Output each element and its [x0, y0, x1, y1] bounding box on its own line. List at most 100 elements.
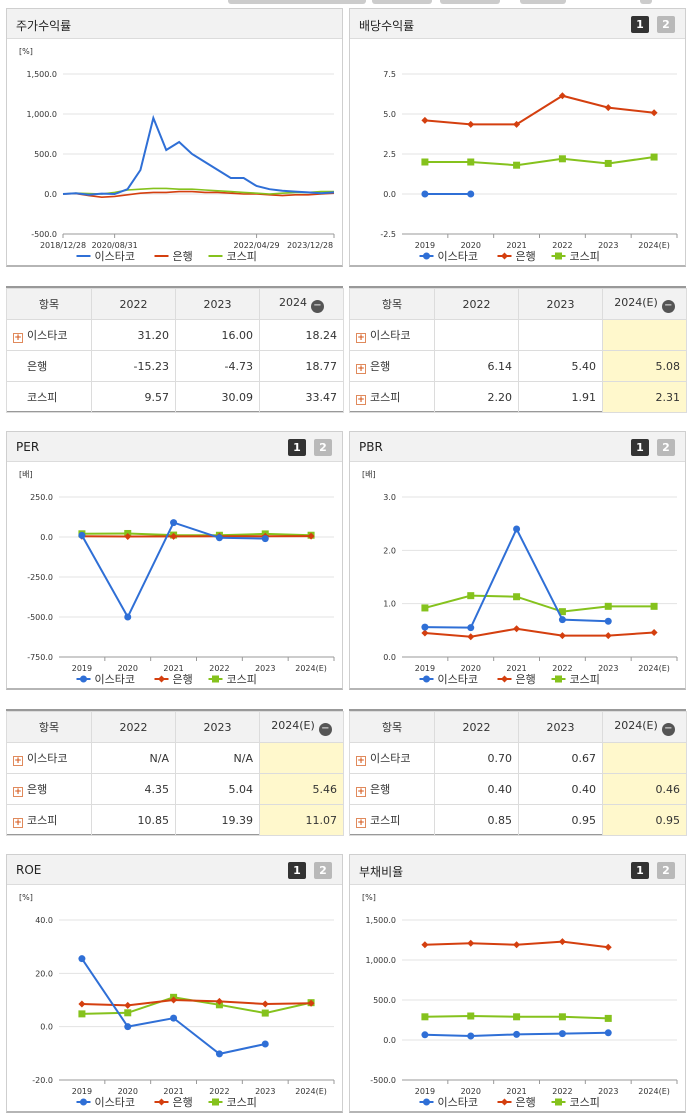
data-point-은행	[513, 625, 521, 633]
unit-label: [%]	[362, 893, 376, 902]
row-name: + 은행	[349, 350, 435, 382]
view-2-button[interactable]: 2	[314, 862, 332, 879]
data-point-코스피	[421, 604, 429, 612]
x-tick-label: 2023	[255, 664, 275, 673]
view-1-button[interactable]: 1	[631, 16, 649, 33]
data-point-이스타코	[513, 525, 521, 533]
y-tick-label: 40.0	[35, 916, 53, 925]
table-cell: 0.40	[434, 773, 519, 805]
view-2-button[interactable]: 2	[657, 16, 675, 33]
y-tick-label: 0.0	[44, 190, 57, 199]
data-point-은행	[650, 628, 658, 636]
legend-label: 코스피	[570, 250, 600, 263]
expand-icon[interactable]: +	[356, 364, 366, 374]
table-cell: 6.14	[434, 350, 519, 382]
panel-header: ROE 1 2	[7, 855, 342, 885]
legend-label: 은행	[516, 250, 536, 263]
data-point-은행	[467, 633, 475, 641]
view-1-button[interactable]: 1	[288, 862, 306, 879]
data-point-은행	[650, 109, 658, 117]
data-point-이스타코	[421, 190, 429, 198]
legend-label: 이스타코	[95, 250, 135, 263]
table-cell: 1.91	[518, 381, 603, 413]
x-tick-label: 2022	[552, 241, 572, 250]
table-cell: 0.46	[602, 773, 687, 805]
y-tick-label: 0.0	[40, 1023, 53, 1032]
table-cell: 0.40	[518, 773, 603, 805]
legend-item: 이스타코	[76, 673, 135, 686]
table-cell: -4.73	[175, 350, 260, 382]
legend-item: 코스피	[208, 1096, 257, 1109]
row-name: + 코스피	[349, 804, 435, 836]
view-2-button[interactable]: 2	[657, 862, 675, 879]
table-cell	[259, 742, 344, 774]
data-point-은행	[261, 1000, 269, 1008]
legend-label: 은행	[173, 250, 193, 263]
legend-item: 이스타코	[419, 250, 478, 263]
data-point-legend	[555, 1098, 562, 1106]
expand-icon[interactable]: +	[13, 756, 23, 766]
data-point-legend	[555, 675, 562, 683]
expand-icon[interactable]: +	[13, 787, 23, 797]
data-point-이스타코	[421, 1031, 429, 1039]
expand-icon[interactable]: +	[356, 756, 366, 766]
table-row: + 은행 4.35 5.04 5.46	[6, 773, 344, 805]
table-cell: 19.39	[175, 804, 260, 836]
x-tick-label: 2024(E)	[295, 664, 327, 673]
view-1-button[interactable]: 1	[631, 439, 649, 456]
top-strip	[0, 0, 691, 6]
row-name: + 은행	[6, 773, 92, 805]
legend-item: 은행	[154, 1096, 193, 1109]
collapse-icon[interactable]: −	[311, 299, 324, 313]
x-tick-label: 2020	[118, 1087, 138, 1096]
data-point-legend	[555, 252, 562, 260]
x-tick-label: 2023	[598, 1087, 618, 1096]
y-tick-label: 5.0	[383, 110, 396, 119]
collapse-icon[interactable]: −	[661, 722, 675, 736]
collapse-icon[interactable]: −	[318, 722, 332, 736]
expand-icon[interactable]: +	[356, 818, 366, 828]
data-point-legend	[423, 1098, 430, 1106]
panel-title: PER	[16, 440, 40, 454]
table-cell: 4.35	[91, 773, 176, 805]
x-tick-label: 2022	[209, 664, 229, 673]
data-point-legend	[212, 675, 219, 683]
roe-chart: [%] 40.0 20.0 0.0 -20.0 2019 2020 2021 2022 2023 2…	[19, 893, 335, 1109]
series-line-은행	[424, 94, 655, 126]
view-1-button[interactable]: 1	[288, 439, 306, 456]
y-tick-label: -750.0	[27, 653, 53, 662]
data-point-이스타코	[215, 1050, 223, 1058]
dividend-table-wrap: 항목 2022 2023 2024(E) − + 이스타코 + 은행 6.14 5.4…	[349, 286, 687, 413]
col-header: 2024(E) −	[602, 288, 687, 320]
panel-title: 부채비율	[359, 865, 404, 879]
row-name: + 코스피	[349, 381, 435, 413]
col-header: 2024(E) −	[602, 711, 687, 743]
x-tick-label: 2020	[461, 241, 481, 250]
expand-icon[interactable]: +	[356, 395, 366, 405]
view-2-button[interactable]: 2	[657, 439, 675, 456]
row-name: + 은행	[349, 773, 435, 805]
x-tick-label: 2019	[415, 241, 435, 250]
legend-item: 이스타코	[419, 1096, 478, 1109]
view-1-button[interactable]: 1	[631, 862, 649, 879]
expand-icon[interactable]: +	[13, 333, 23, 343]
legend-label: 은행	[173, 1096, 193, 1109]
x-tick-label: 2024(E)	[295, 1087, 327, 1096]
view-2-button[interactable]: 2	[314, 439, 332, 456]
data-point-은행	[307, 532, 315, 540]
col-header-label: 2024(E)	[614, 718, 658, 732]
expand-icon[interactable]: +	[356, 333, 366, 343]
expand-icon[interactable]: +	[356, 787, 366, 797]
x-tick-label: 2020	[461, 1087, 481, 1096]
x-tick-label: 2021	[506, 241, 526, 250]
y-tick-label: 2.0	[383, 546, 396, 555]
expand-icon[interactable]: +	[13, 818, 23, 828]
legend-item: 은행	[497, 1096, 536, 1109]
pbr-panel: PBR 1 2 [배] 3.0 2.0 1.0 0.0 2019 2020 2021 2022 2…	[349, 431, 686, 690]
x-tick-label: 2021	[163, 664, 183, 673]
row-name: + 코스피	[6, 804, 92, 836]
data-point-이스타코	[124, 1023, 132, 1031]
panel-title: PBR	[359, 440, 383, 454]
collapse-icon[interactable]: −	[661, 299, 675, 313]
table-row: 코스피 9.57 30.09 33.47	[6, 381, 344, 413]
